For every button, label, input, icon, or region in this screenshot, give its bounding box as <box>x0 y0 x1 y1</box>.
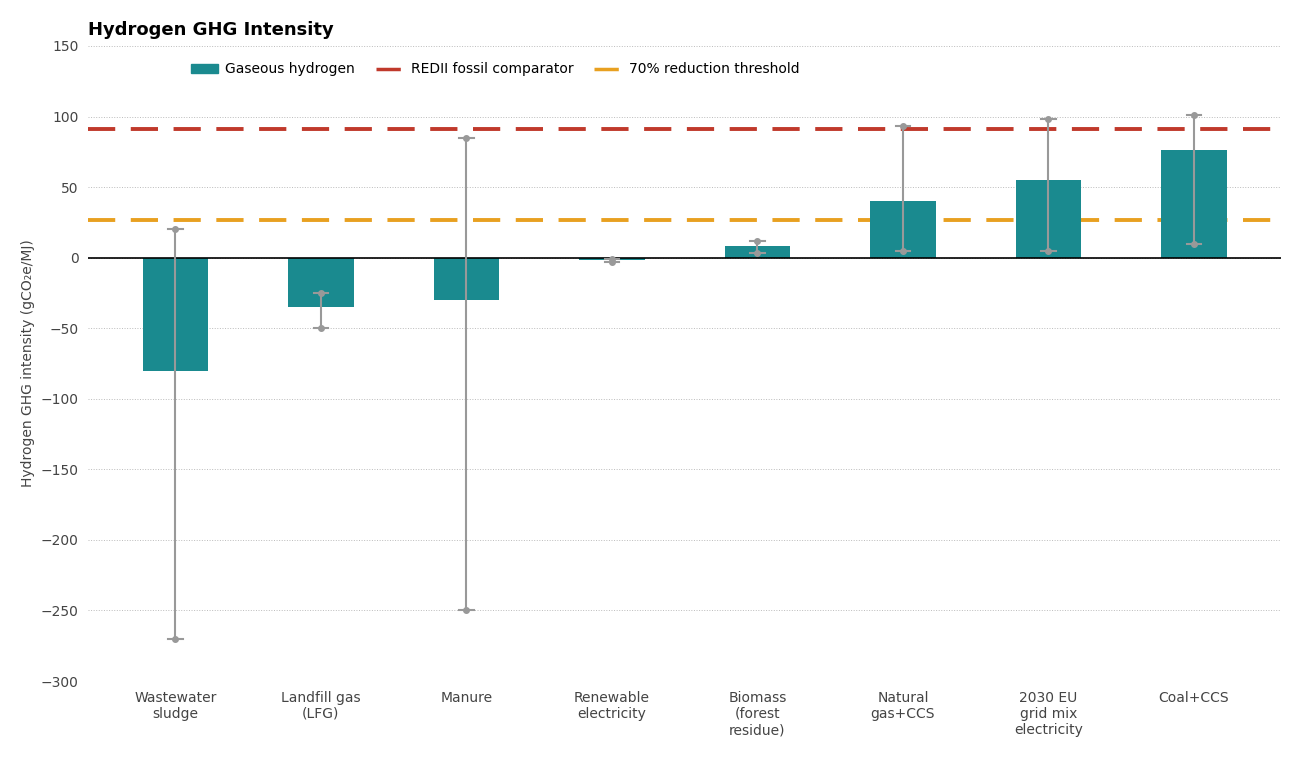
Bar <box>1016 180 1081 258</box>
Bar <box>288 258 354 307</box>
Legend: Gaseous hydrogen, REDII fossil comparator, 70% reduction threshold: Gaseous hydrogen, REDII fossil comparato… <box>190 62 799 77</box>
Y-axis label: Hydrogen GHG intensity (gCO₂e/MJ): Hydrogen GHG intensity (gCO₂e/MJ) <box>21 240 35 487</box>
Bar <box>143 258 208 371</box>
Bar <box>434 258 499 300</box>
Text: Hydrogen GHG Intensity: Hydrogen GHG Intensity <box>89 20 333 39</box>
Bar <box>870 201 936 258</box>
Bar <box>579 258 644 261</box>
Bar <box>725 246 790 258</box>
Bar <box>1161 150 1226 258</box>
